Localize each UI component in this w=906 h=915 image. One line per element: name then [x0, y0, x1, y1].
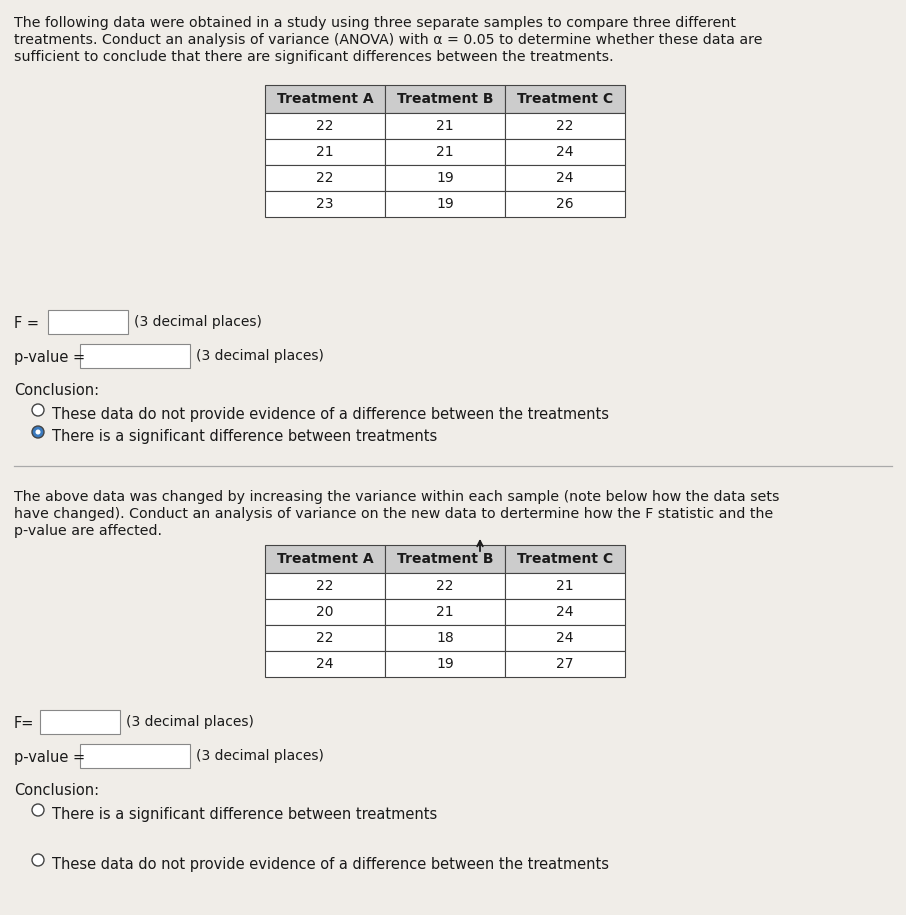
Bar [385, 573, 505, 599]
Text: 27: 27 [556, 657, 573, 671]
Text: p-value are affected.: p-value are affected. [14, 524, 162, 538]
Text: (3 decimal places): (3 decimal places) [134, 315, 262, 329]
Text: F=: F= [14, 716, 34, 731]
Bar [505, 165, 625, 191]
Text: F =: F = [14, 316, 39, 331]
Text: 24: 24 [556, 605, 573, 619]
Bar [505, 573, 625, 599]
Text: 22: 22 [316, 171, 333, 185]
Bar [40, 710, 120, 734]
Bar [385, 191, 505, 217]
Bar [265, 191, 385, 217]
Text: 19: 19 [436, 171, 454, 185]
Circle shape [32, 804, 44, 816]
Text: Treatment A: Treatment A [276, 92, 373, 106]
Text: Treatment B: Treatment B [397, 552, 493, 566]
Bar [385, 651, 505, 677]
Text: These data do not provide evidence of a difference between the treatments: These data do not provide evidence of a … [52, 407, 609, 422]
Text: treatments. Conduct an analysis of variance (ANOVA) with α = 0.05 to determine w: treatments. Conduct an analysis of varia… [14, 33, 763, 47]
Bar [265, 573, 385, 599]
Text: These data do not provide evidence of a difference between the treatments: These data do not provide evidence of a … [52, 857, 609, 872]
Circle shape [35, 429, 41, 435]
Text: The following data were obtained in a study using three separate samples to comp: The following data were obtained in a st… [14, 16, 736, 30]
Bar [385, 165, 505, 191]
Bar [505, 139, 625, 165]
Bar [505, 545, 625, 573]
Text: 22: 22 [556, 119, 573, 133]
Text: 24: 24 [556, 145, 573, 159]
Text: 21: 21 [436, 605, 454, 619]
Bar [385, 599, 505, 625]
Bar [505, 113, 625, 139]
Text: sufficient to conclude that there are significant differences between the treatm: sufficient to conclude that there are si… [14, 50, 613, 64]
Text: have changed). Conduct an analysis of variance on the new data to dertermine how: have changed). Conduct an analysis of va… [14, 507, 773, 521]
Bar [385, 113, 505, 139]
Text: 21: 21 [436, 145, 454, 159]
Bar [48, 310, 128, 334]
Bar [265, 651, 385, 677]
Text: There is a significant difference between treatments: There is a significant difference betwee… [52, 807, 438, 822]
Circle shape [32, 404, 44, 416]
Bar [385, 139, 505, 165]
Text: p-value =: p-value = [14, 750, 85, 765]
Text: 21: 21 [436, 119, 454, 133]
Bar [385, 625, 505, 651]
Text: 24: 24 [556, 631, 573, 645]
Text: p-value =: p-value = [14, 350, 85, 365]
Text: (3 decimal places): (3 decimal places) [126, 715, 254, 729]
Bar [265, 85, 385, 113]
Text: Treatment C: Treatment C [517, 552, 613, 566]
Text: 22: 22 [437, 579, 454, 593]
Text: 22: 22 [316, 631, 333, 645]
Circle shape [32, 426, 44, 438]
Text: 19: 19 [436, 197, 454, 211]
Bar [265, 599, 385, 625]
Bar [80, 744, 190, 768]
Text: 24: 24 [556, 171, 573, 185]
Text: 26: 26 [556, 197, 573, 211]
Bar [505, 191, 625, 217]
Text: Treatment A: Treatment A [276, 552, 373, 566]
Text: 22: 22 [316, 579, 333, 593]
Bar [505, 599, 625, 625]
Bar [265, 625, 385, 651]
Text: (3 decimal places): (3 decimal places) [196, 749, 323, 763]
Bar [80, 344, 190, 368]
Text: 21: 21 [316, 145, 333, 159]
Bar [265, 545, 385, 573]
Text: (3 decimal places): (3 decimal places) [196, 349, 323, 363]
Bar [505, 651, 625, 677]
Text: 23: 23 [316, 197, 333, 211]
Bar [505, 625, 625, 651]
Text: Treatment C: Treatment C [517, 92, 613, 106]
Text: 19: 19 [436, 657, 454, 671]
Text: There is a significant difference between treatments: There is a significant difference betwee… [52, 429, 438, 444]
Text: 18: 18 [436, 631, 454, 645]
Bar [265, 165, 385, 191]
Text: Conclusion:: Conclusion: [14, 383, 99, 398]
Circle shape [32, 854, 44, 866]
Text: 22: 22 [316, 119, 333, 133]
Bar [385, 85, 505, 113]
Text: 21: 21 [556, 579, 573, 593]
Text: 24: 24 [316, 657, 333, 671]
Bar [265, 113, 385, 139]
Text: The above data was changed by increasing the variance within each sample (note b: The above data was changed by increasing… [14, 490, 779, 504]
Text: Conclusion:: Conclusion: [14, 783, 99, 798]
Text: 20: 20 [316, 605, 333, 619]
Text: Treatment B: Treatment B [397, 92, 493, 106]
Bar [385, 545, 505, 573]
Bar [265, 139, 385, 165]
Bar [505, 85, 625, 113]
